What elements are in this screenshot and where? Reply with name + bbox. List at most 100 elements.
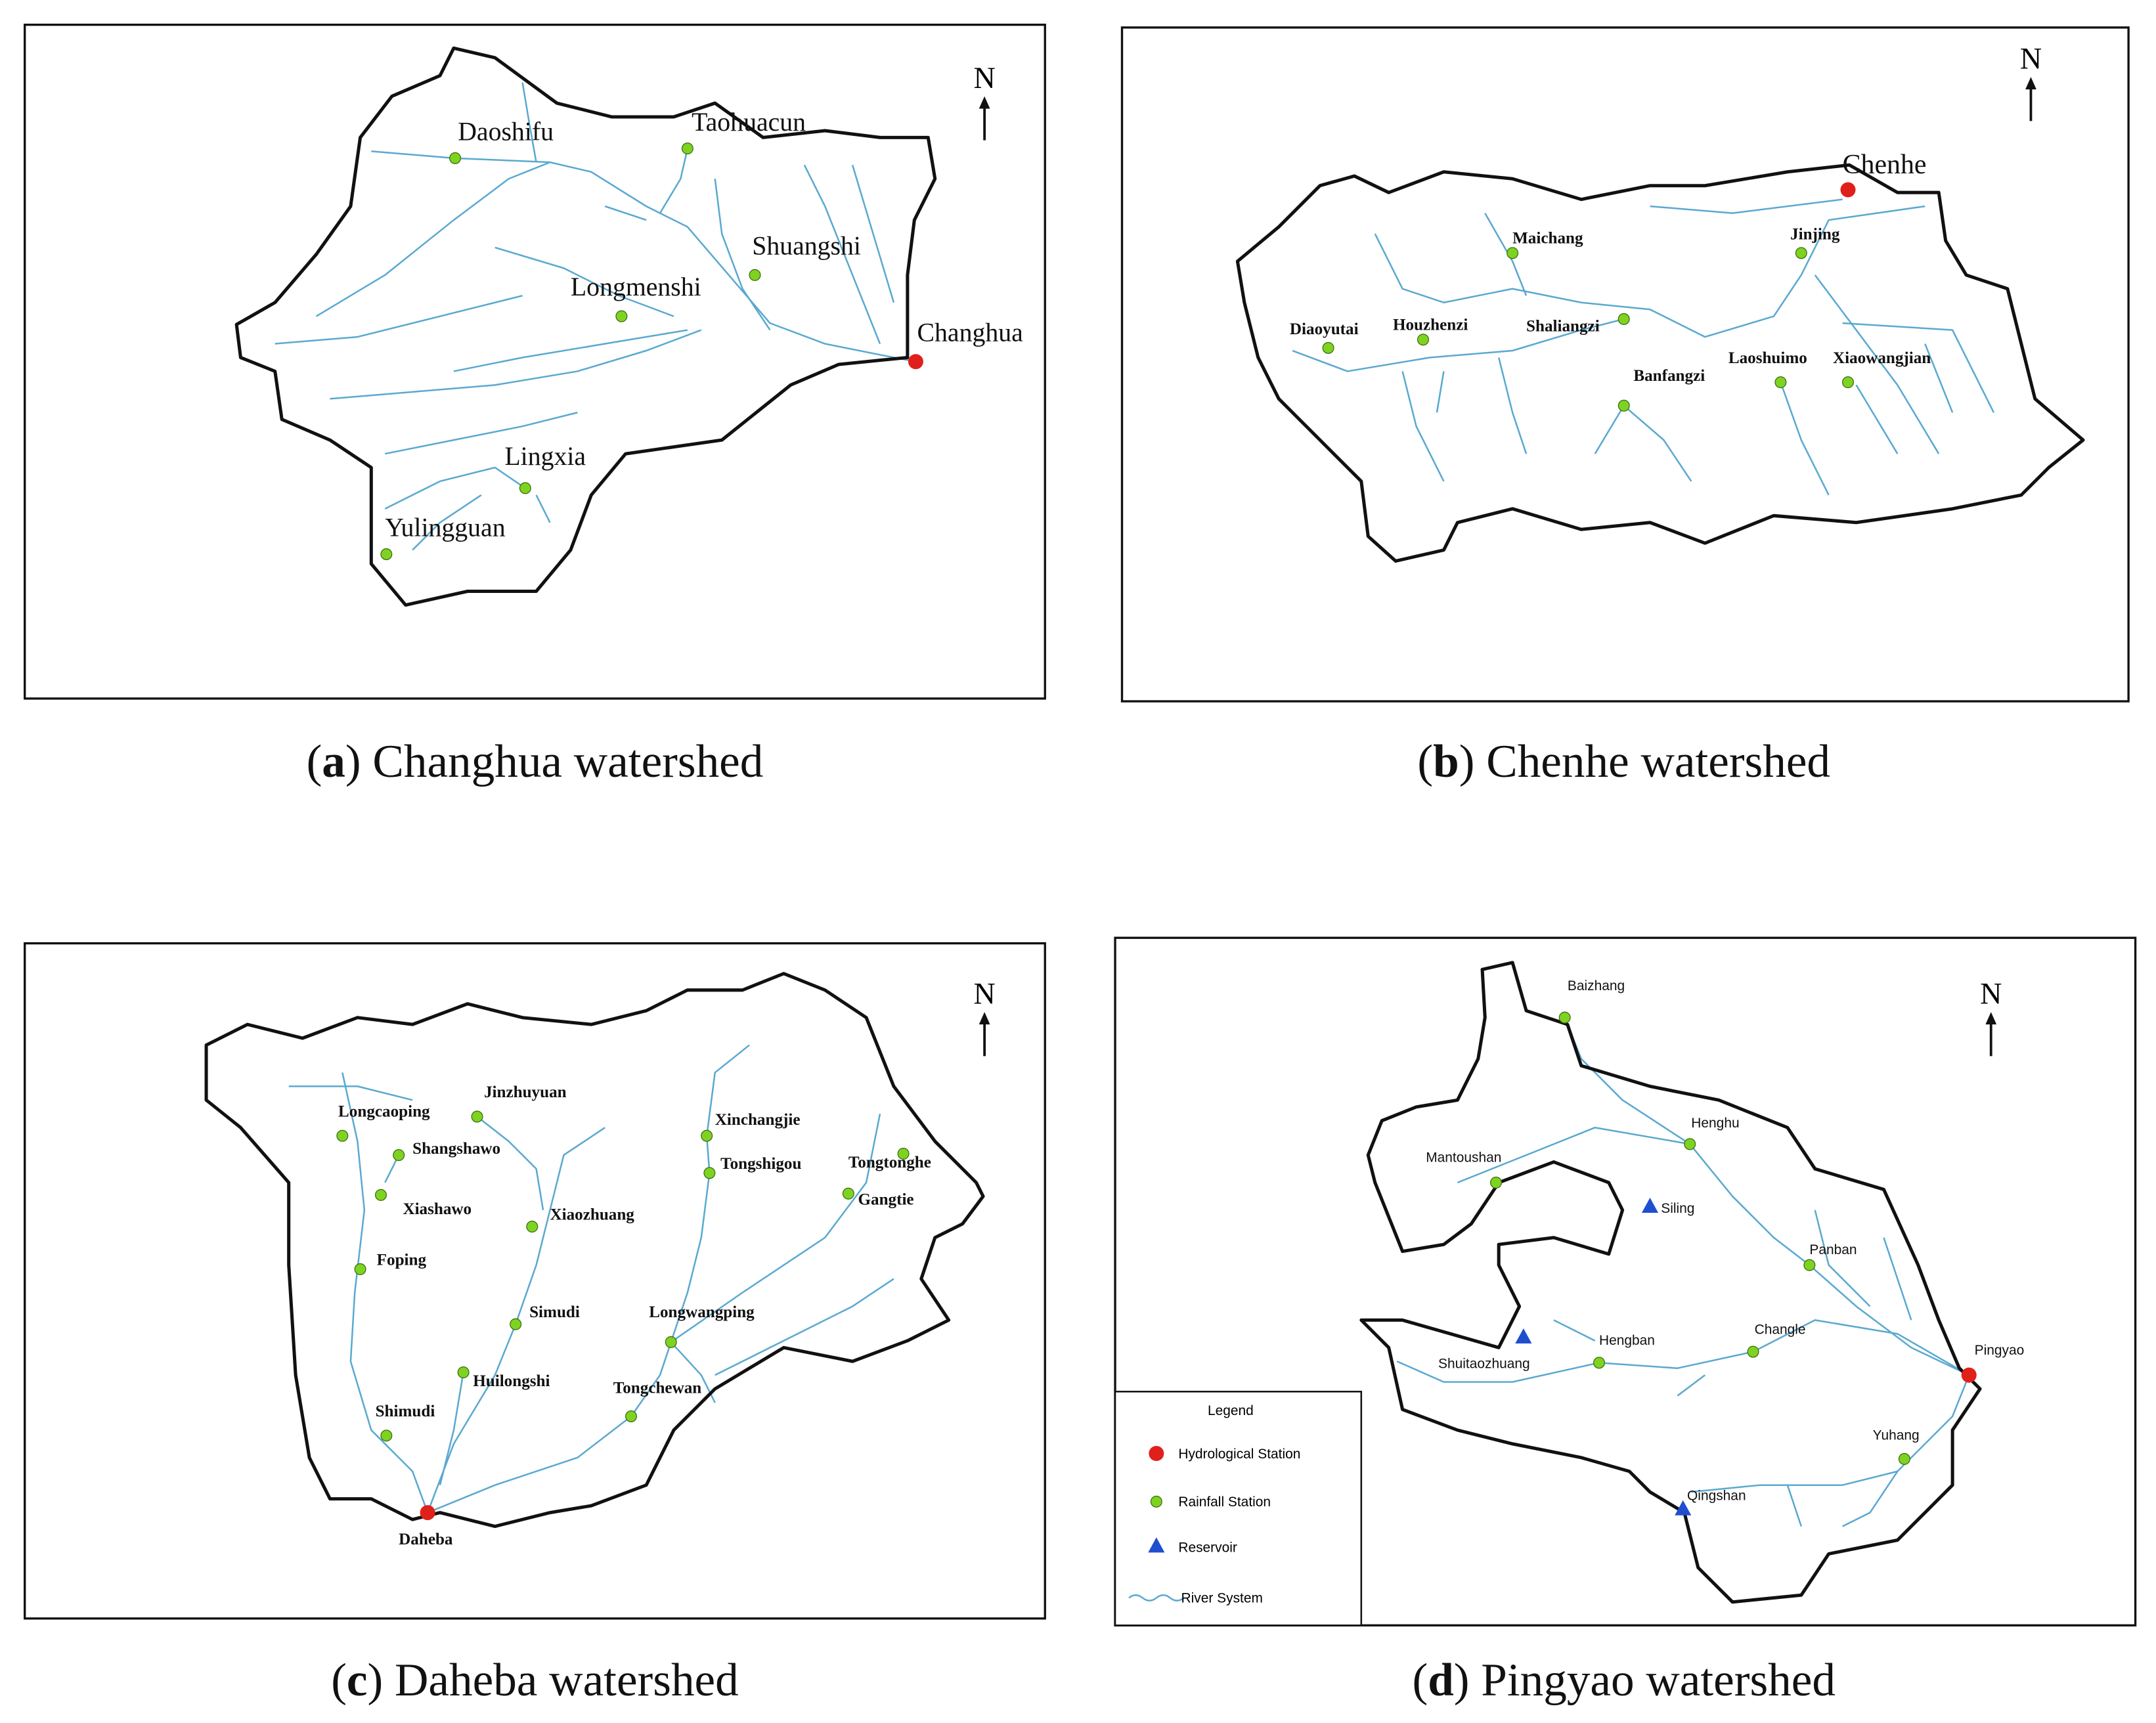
rainfall-station-marker [1617, 399, 1630, 412]
rainfall-station-marker [1322, 341, 1334, 354]
rainfall-station-marker [1774, 376, 1787, 389]
river [439, 1372, 464, 1486]
river [1553, 1319, 1596, 1341]
station-label: Xiaowangjian [1833, 349, 1931, 367]
station-label: Tongchewan [613, 1379, 701, 1397]
station-label: Siling [1661, 1201, 1694, 1216]
river [1814, 1210, 1871, 1307]
river [288, 1085, 413, 1101]
station-label: Tongtonghe [848, 1154, 931, 1171]
rainfall-station-marker [1898, 1452, 1910, 1465]
station-label: Huilongshi [473, 1372, 550, 1390]
river [604, 205, 647, 221]
map-panel: N Baizhang Henghu Mantoushan Siling Panban Pin… [1114, 936, 2137, 1706]
hydrological-station-marker [908, 354, 923, 370]
river [453, 329, 688, 372]
hydrological-station-marker [1961, 1367, 1977, 1383]
station-label: Jinzhuyuan [484, 1083, 567, 1101]
caption-open: ( [307, 736, 322, 787]
north-label: N [1980, 977, 2002, 1011]
station-label: Tongshigou [720, 1155, 801, 1173]
panel-frame [24, 942, 1046, 1620]
river [535, 494, 551, 523]
station-label: Shuangshi [752, 231, 861, 260]
river [385, 412, 578, 455]
rainfall-station-marker [519, 482, 531, 494]
river [671, 1114, 881, 1343]
river [371, 150, 916, 363]
north-arrowhead [979, 1012, 990, 1025]
river [1484, 212, 1528, 296]
rainfall-station-marker [1489, 1176, 1503, 1189]
river [1401, 371, 1445, 482]
station-label: Longwangping [649, 1303, 755, 1321]
station-label: Mantoushan [1426, 1150, 1501, 1166]
river [426, 1127, 605, 1514]
rainfall-station-marker [749, 269, 761, 281]
river [495, 246, 674, 317]
station-label: Longmenshi [571, 273, 701, 301]
river [1924, 343, 1954, 413]
station-label: Laoshuimo [1728, 349, 1807, 367]
caption-open: ( [1412, 1655, 1428, 1706]
north-label: N [2020, 42, 2042, 76]
rainfall-station-marker [1417, 334, 1430, 346]
map-panel: N Longcaoping Jinzhuyuan Shangshawo Xiashawo… [24, 942, 1046, 1706]
caption-text: ) Pingyao watershed [1454, 1655, 1836, 1706]
station-label: Gangtie [858, 1190, 913, 1208]
station-label: Chenhe [1843, 150, 1927, 180]
river [412, 494, 482, 551]
river [851, 164, 895, 303]
rainfall-station-marker [1507, 247, 1519, 259]
legend-box [1114, 1391, 1363, 1626]
legend-label: Hydrological Station [1178, 1447, 1300, 1462]
caption-letter: b [1433, 736, 1459, 787]
station-label: Daheba [399, 1531, 453, 1548]
legend-label: Rainfall Station [1178, 1494, 1271, 1510]
river [1814, 274, 1940, 454]
rainfall-station-marker [449, 152, 462, 164]
rainfall-station-marker [1803, 1259, 1816, 1271]
river [1677, 1374, 1706, 1397]
watershed-boundary [1359, 961, 1982, 1604]
station-label: Lingxia [504, 442, 586, 471]
watershed-boundary [1235, 163, 2085, 563]
station-label: Maichang [1512, 230, 1583, 248]
station-label: Houzhenzi [1393, 316, 1468, 334]
river [1855, 384, 1899, 454]
station-label: Xinchangjie [715, 1111, 801, 1129]
caption-text: ) Chenhe watershed [1459, 736, 1830, 787]
caption-text: ) Daheba watershed [368, 1655, 739, 1706]
rainfall-station-marker [615, 310, 628, 322]
station-label: Changle [1755, 1322, 1806, 1337]
station-label: Simudi [529, 1303, 580, 1321]
river [1786, 1485, 1803, 1527]
river [1374, 205, 1925, 338]
station-label: Baizhang [1568, 978, 1625, 993]
watershed-boundary [204, 972, 985, 1529]
caption-letter: a [322, 736, 345, 787]
panel-caption: (b) Chenhe watershed [1417, 736, 1830, 787]
rainfall-station-marker [1617, 313, 1630, 325]
river [1396, 1319, 1969, 1383]
rainfall-station-marker [336, 1129, 349, 1142]
caption-text: ) Changhua watershed [345, 736, 763, 787]
caption-open: ( [1417, 736, 1433, 787]
rainfall-station-marker [1841, 376, 1855, 389]
caption-letter: c [347, 1655, 368, 1706]
rainfall-station-marker [1593, 1357, 1606, 1369]
caption-open: ( [331, 1655, 347, 1706]
river [341, 1072, 429, 1514]
river [521, 82, 537, 163]
station-label: Longcaoping [338, 1102, 430, 1120]
station-label: Xiashawo [403, 1200, 472, 1218]
rainfall-station-marker [703, 1167, 716, 1179]
rainfall-station-marker [625, 1410, 638, 1423]
station-label: Shimudi [376, 1403, 435, 1420]
station-label: Xiaozhuang [550, 1206, 635, 1224]
legend-label: River System [1181, 1591, 1263, 1606]
station-label: Banfangzi [1633, 367, 1705, 385]
caption-letter: d [1428, 1655, 1454, 1706]
river [384, 466, 526, 510]
